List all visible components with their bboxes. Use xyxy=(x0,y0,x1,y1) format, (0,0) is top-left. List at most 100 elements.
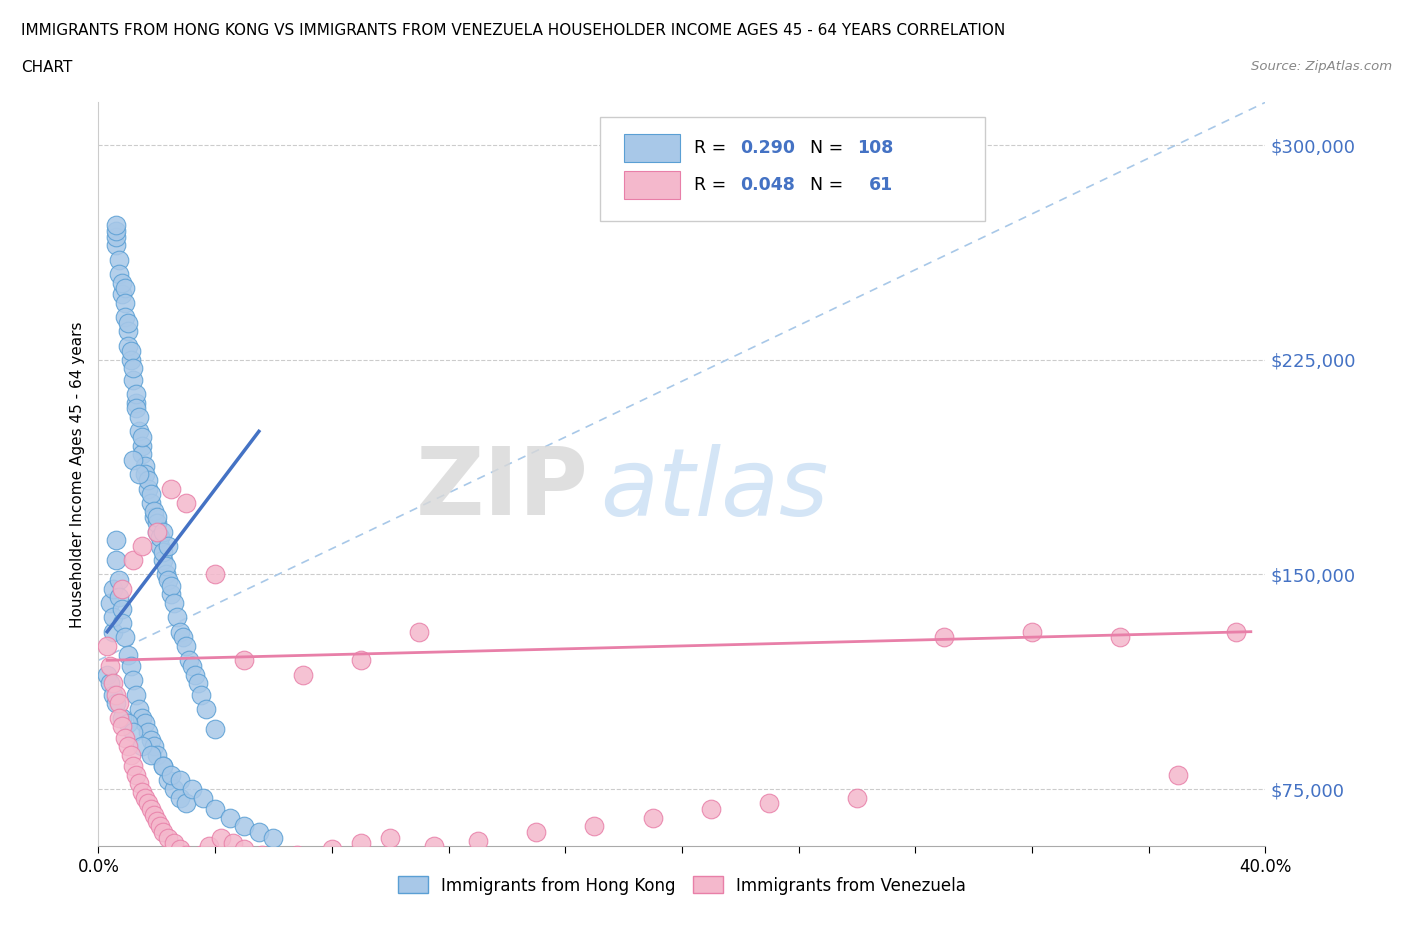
Bar xyxy=(624,134,679,162)
Point xyxy=(114,281,136,296)
Point xyxy=(134,716,156,731)
Text: CHART: CHART xyxy=(21,60,73,75)
Point xyxy=(128,409,150,424)
Point xyxy=(111,616,134,631)
Point xyxy=(146,515,169,530)
Point xyxy=(163,781,186,796)
Point xyxy=(104,696,127,711)
Point xyxy=(111,719,134,734)
Y-axis label: Householder Income Ages 45 - 64 years: Householder Income Ages 45 - 64 years xyxy=(69,321,84,628)
Point xyxy=(408,624,430,639)
Point xyxy=(169,773,191,788)
Point xyxy=(98,676,121,691)
Point xyxy=(108,590,131,604)
Point xyxy=(233,818,256,833)
Point xyxy=(152,525,174,539)
Point xyxy=(641,810,664,825)
Point xyxy=(122,552,145,567)
Point xyxy=(934,630,956,644)
Point xyxy=(117,339,139,353)
Point xyxy=(285,847,308,862)
Point xyxy=(120,344,142,359)
Point xyxy=(117,647,139,662)
Point xyxy=(98,595,121,610)
Point xyxy=(117,738,139,753)
Point xyxy=(104,552,127,567)
Point xyxy=(218,810,240,825)
Point xyxy=(104,230,127,245)
Point xyxy=(155,567,177,582)
Point xyxy=(758,796,780,811)
Point xyxy=(1225,624,1247,639)
Point xyxy=(101,581,124,596)
Text: R =: R = xyxy=(693,139,731,156)
Point xyxy=(155,558,177,573)
Point xyxy=(125,767,148,782)
Point xyxy=(350,653,373,668)
Legend: Immigrants from Hong Kong, Immigrants from Venezuela: Immigrants from Hong Kong, Immigrants fr… xyxy=(391,870,973,901)
Point xyxy=(233,653,256,668)
Point xyxy=(117,716,139,731)
Point xyxy=(157,830,180,845)
Point xyxy=(247,825,270,840)
Point xyxy=(172,630,194,644)
Point xyxy=(269,853,291,868)
Point xyxy=(350,836,373,851)
Point xyxy=(117,324,139,339)
Point xyxy=(195,701,218,716)
Point xyxy=(136,724,159,739)
Point xyxy=(163,836,186,851)
Point xyxy=(250,847,273,862)
Point xyxy=(142,510,165,525)
Point xyxy=(146,510,169,525)
Point xyxy=(204,802,226,817)
Point xyxy=(180,853,202,868)
Point xyxy=(134,458,156,473)
Point xyxy=(139,748,162,763)
Point xyxy=(122,361,145,376)
Point xyxy=(131,446,153,461)
Point xyxy=(120,658,142,673)
Point xyxy=(131,738,153,753)
Point xyxy=(169,790,191,805)
Point xyxy=(128,701,150,716)
Point xyxy=(1021,624,1043,639)
Point xyxy=(125,401,148,416)
Point xyxy=(96,667,118,682)
Point xyxy=(131,711,153,725)
Point xyxy=(467,833,489,848)
Point xyxy=(142,738,165,753)
Point xyxy=(101,624,124,639)
Point xyxy=(233,842,256,857)
Point xyxy=(152,544,174,559)
Point xyxy=(146,525,169,539)
Point xyxy=(166,610,188,625)
Point xyxy=(122,724,145,739)
Point xyxy=(183,667,205,682)
Point xyxy=(193,790,215,805)
Point xyxy=(169,624,191,639)
Point xyxy=(128,424,150,439)
Point xyxy=(101,610,124,625)
Point xyxy=(209,830,232,845)
Point xyxy=(204,567,226,582)
Point xyxy=(128,776,150,790)
Point xyxy=(583,818,606,833)
Point xyxy=(700,802,723,817)
Point xyxy=(139,496,162,511)
Point xyxy=(131,430,153,445)
Text: 0.048: 0.048 xyxy=(741,176,796,193)
Point xyxy=(114,310,136,325)
Point xyxy=(111,602,134,617)
Point xyxy=(174,496,197,511)
Point xyxy=(104,218,127,232)
Point xyxy=(149,530,172,545)
Text: R =: R = xyxy=(693,176,731,193)
Point xyxy=(152,759,174,774)
Point xyxy=(157,573,180,588)
Point xyxy=(104,533,127,548)
Point xyxy=(157,538,180,553)
Point xyxy=(157,773,180,788)
Point xyxy=(139,733,162,748)
Point xyxy=(139,802,162,817)
